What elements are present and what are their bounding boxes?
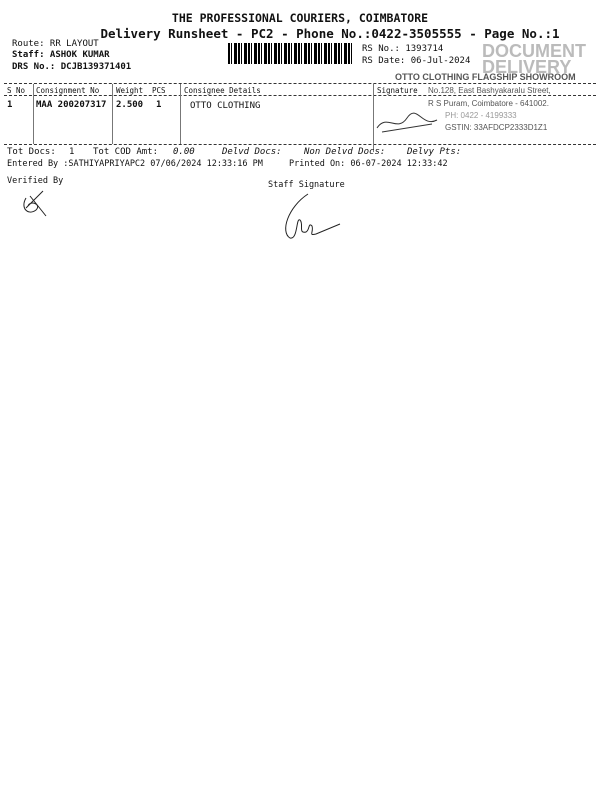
delvy-pts-label: Delvy Pts:: [407, 147, 462, 157]
col-consignee: Consignee Details: [184, 86, 261, 95]
row-consignment: MAA 200207317: [36, 100, 107, 110]
non-delvd-docs-label: Non Delvd Docs:: [304, 147, 386, 157]
staff-signature-label: Staff Signature: [268, 180, 345, 190]
verifier-signature: [23, 190, 47, 217]
stamp-line-4: PH: 0422 - 4199333: [445, 111, 517, 120]
runsheet-subtitle: Delivery Runsheet - PC2 - Phone No.:0422…: [100, 26, 560, 41]
stamp-line-5: GSTIN: 33AFDCP2333D1Z1: [445, 123, 548, 132]
cod-amount: 0.00: [173, 147, 195, 157]
row-weight: 2.500: [116, 100, 144, 110]
stamp-line-1: OTTO CLOTHING FLAGSHIP SHOWROOM: [395, 72, 576, 82]
watermark-stamp: DOCUMENT DELIVERY: [482, 41, 586, 77]
staff: Staff: ASHOK KUMAR: [12, 50, 110, 60]
tot-docs: 1: [69, 147, 75, 157]
barcode: [228, 43, 353, 64]
col-consignment: Consignment No: [36, 86, 100, 95]
printed-on: Printed On: 06-07-2024 12:33:42: [289, 159, 448, 169]
row-pcs: 1: [156, 100, 162, 110]
stamp-line-3: R S Puram, Coimbatore - 641002.: [428, 99, 549, 108]
stamp-line-2: No.128, East Bashyakaralu Street,: [428, 86, 551, 95]
row-sno: 1: [7, 100, 13, 110]
row-consignee: OTTO CLOTHING: [190, 101, 261, 111]
col-signature: Signature: [377, 86, 418, 95]
delvd-docs-label: Delvd Docs:: [222, 147, 282, 157]
rs-date: RS Date: 06-Jul-2024: [362, 56, 471, 66]
consignee-signature: [376, 112, 438, 133]
verified-by-label: Verified By: [7, 176, 64, 186]
company-title: THE PROFESSIONAL COURIERS, COIMBATORE: [171, 11, 429, 25]
col-pcs: PCS: [152, 86, 166, 95]
entered-by: Entered By :SATHIYAPRIYAPC2 07/06/2024 1…: [7, 159, 263, 169]
route: Route: RR LAYOUT: [12, 39, 99, 49]
drs-number: DRS No.: DCJB139371401: [12, 62, 132, 72]
tot-docs-label: Tot Docs:: [7, 147, 56, 157]
staff-signature: [285, 193, 341, 239]
col-weight: Weight: [116, 86, 144, 95]
cod-label: Tot COD Amt:: [93, 147, 159, 157]
rs-number: RS No.: 1393714: [362, 44, 444, 54]
col-sno: S No: [7, 86, 26, 95]
